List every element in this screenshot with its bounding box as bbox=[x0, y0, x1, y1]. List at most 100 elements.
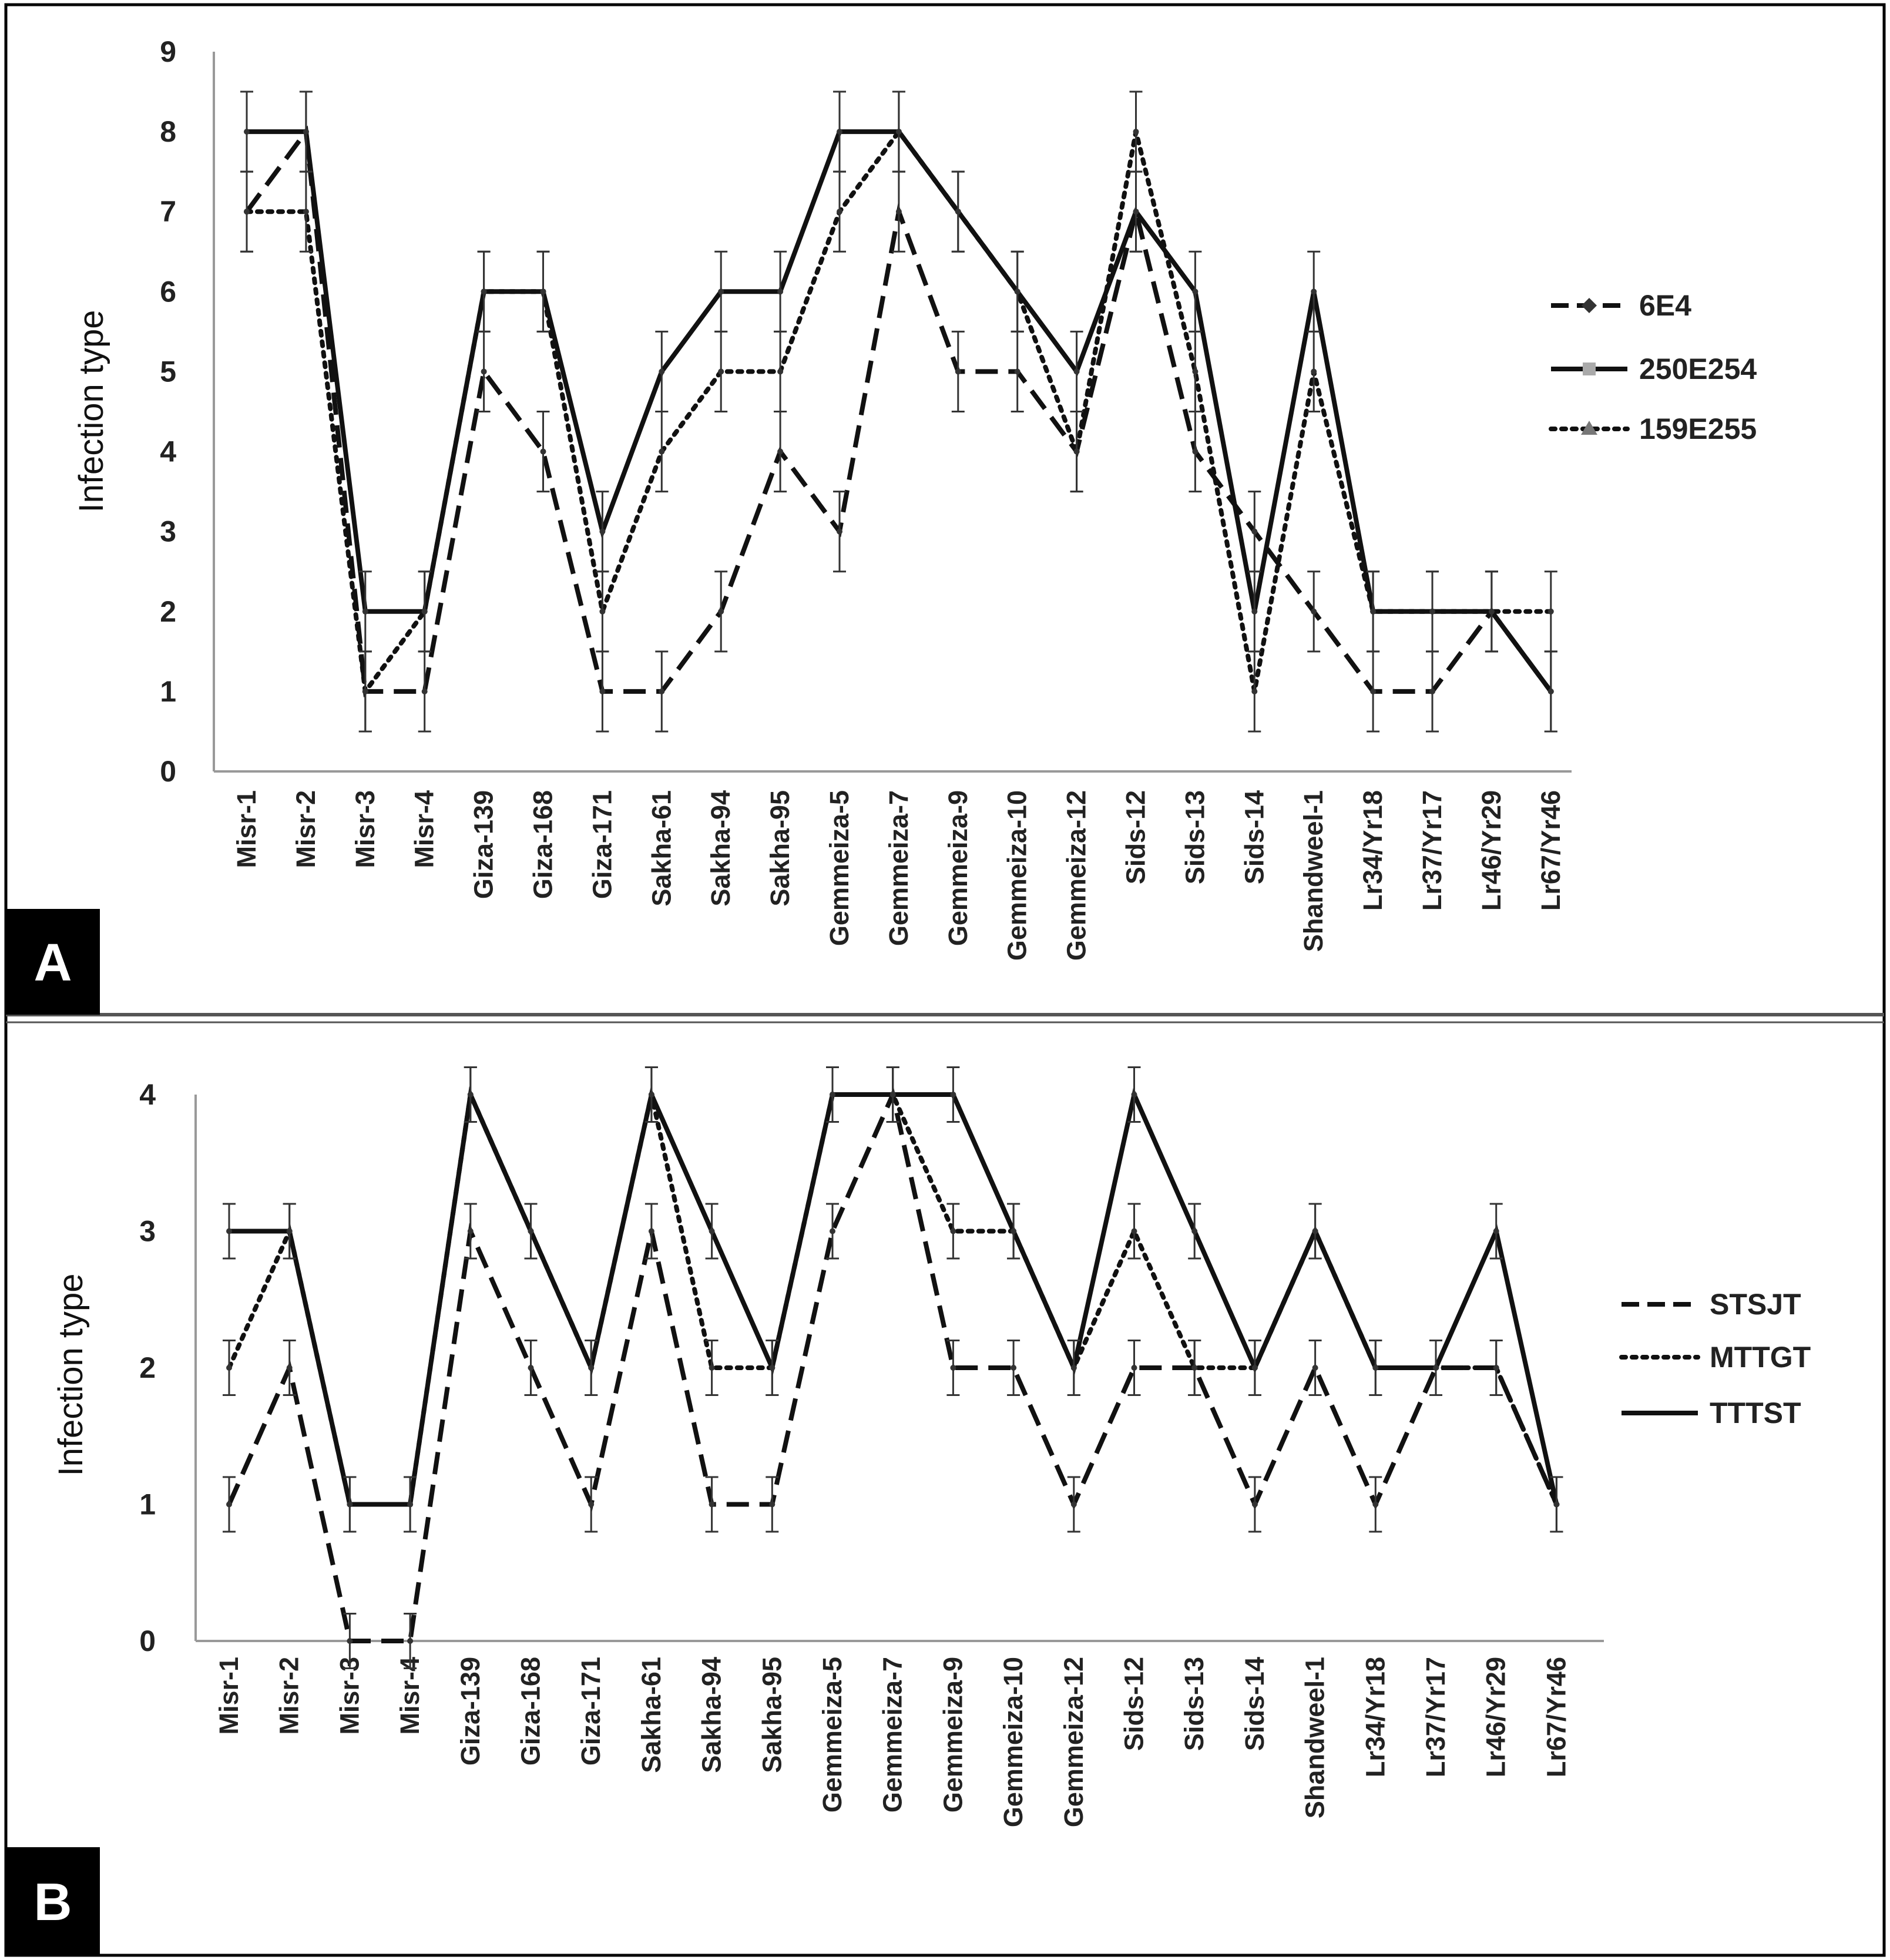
data-point bbox=[226, 1228, 232, 1234]
data-point bbox=[1493, 1228, 1499, 1234]
data-point bbox=[599, 528, 606, 535]
x-tick-label: Lr34/Yr18 bbox=[1360, 1657, 1390, 1777]
data-point bbox=[777, 288, 784, 295]
data-point bbox=[1370, 688, 1377, 694]
data-point bbox=[1372, 1365, 1379, 1371]
x-tick-label: Sakha-95 bbox=[765, 790, 795, 907]
x-tick-label: Gemmeiza-7 bbox=[884, 790, 914, 946]
data-point bbox=[1251, 528, 1258, 535]
data-point bbox=[955, 368, 961, 375]
x-tick-label: Shandweel-1 bbox=[1298, 790, 1328, 952]
data-point bbox=[955, 209, 961, 215]
y-tick-label: 2 bbox=[160, 595, 176, 628]
data-point bbox=[1192, 288, 1199, 295]
data-point bbox=[718, 608, 724, 615]
x-tick-label: Lr34/Yr18 bbox=[1358, 790, 1388, 911]
data-point bbox=[1073, 368, 1080, 375]
y-tick-label: 6 bbox=[160, 275, 176, 308]
x-tick-label: Gemmeiza-10 bbox=[998, 1657, 1028, 1827]
data-point bbox=[286, 1365, 293, 1371]
panel-label-badge bbox=[6, 909, 100, 1015]
data-point bbox=[347, 1501, 353, 1508]
panel-a-chart: 0 1 2 3 4 5 6 7 8 9 Infection type Misr-1 Misr-2 Misr… bbox=[6, 35, 1757, 1015]
x-tick-label: Lr67/Yr46 bbox=[1541, 1657, 1571, 1777]
x-tick-label: Sids-13 bbox=[1179, 1657, 1209, 1751]
data-point bbox=[1070, 1501, 1077, 1508]
data-point bbox=[1312, 1365, 1318, 1371]
x-tick-label: Sakha-61 bbox=[636, 1657, 666, 1773]
y-tick-label: 3 bbox=[139, 1215, 156, 1248]
data-point bbox=[1547, 688, 1554, 694]
data-point bbox=[648, 1228, 654, 1234]
y-tick-label: 4 bbox=[160, 435, 176, 468]
data-point bbox=[286, 1228, 293, 1234]
x-tick-label: Sakha-94 bbox=[706, 790, 736, 907]
data-point bbox=[659, 448, 665, 455]
panel-label: A bbox=[34, 934, 72, 992]
data-point bbox=[1312, 1228, 1318, 1234]
data-point bbox=[830, 1092, 835, 1098]
data-point bbox=[528, 1365, 534, 1371]
data-point bbox=[1251, 1365, 1258, 1371]
legend-label: TTTST bbox=[1710, 1397, 1801, 1429]
data-point bbox=[1553, 1501, 1560, 1508]
data-point bbox=[1251, 608, 1258, 615]
data-point bbox=[659, 368, 665, 375]
data-point bbox=[1070, 1365, 1077, 1371]
x-tick-label: Sakha-94 bbox=[697, 1657, 727, 1773]
data-point bbox=[588, 1501, 595, 1508]
data-point bbox=[709, 1365, 715, 1371]
data-point bbox=[1372, 1501, 1379, 1508]
x-tick-label: Misr-1 bbox=[214, 1657, 244, 1735]
data-point bbox=[1014, 288, 1020, 295]
data-point bbox=[895, 129, 902, 135]
panel-label: B bbox=[34, 1873, 72, 1932]
data-point bbox=[1131, 1092, 1137, 1098]
legend-label: STSJT bbox=[1710, 1288, 1801, 1321]
data-point bbox=[481, 288, 487, 295]
data-point bbox=[1192, 448, 1199, 455]
y-axis-title: Infection type bbox=[72, 310, 110, 513]
data-point bbox=[362, 688, 368, 694]
x-tick-label: Sids-14 bbox=[1240, 1657, 1270, 1751]
y-tick-label: 5 bbox=[160, 355, 176, 388]
y-tick-label: 0 bbox=[160, 755, 176, 788]
data-point bbox=[889, 1092, 896, 1098]
data-point bbox=[588, 1365, 595, 1371]
data-point bbox=[1547, 608, 1554, 615]
data-point bbox=[467, 1092, 474, 1098]
legend-label: 159E255 bbox=[1639, 412, 1757, 445]
data-point bbox=[837, 528, 842, 535]
data-point bbox=[1251, 1501, 1258, 1508]
x-tick-label: Misr-4 bbox=[409, 790, 439, 868]
x-tick-label: Lr37/Yr17 bbox=[1417, 790, 1447, 911]
data-point bbox=[244, 129, 250, 135]
data-point bbox=[226, 1501, 232, 1508]
x-tick-label: Gemmeiza-7 bbox=[878, 1657, 908, 1813]
x-tick-label: Gemmeiza-5 bbox=[817, 1657, 847, 1813]
x-tick-label: Giza-139 bbox=[455, 1657, 485, 1766]
data-point bbox=[1011, 1365, 1017, 1371]
data-point bbox=[895, 209, 902, 215]
y-tick-label: 8 bbox=[160, 115, 176, 148]
data-point bbox=[1191, 1228, 1198, 1234]
data-point bbox=[1493, 1365, 1499, 1371]
data-point bbox=[1014, 368, 1020, 375]
data-point bbox=[1191, 1365, 1198, 1371]
data-point bbox=[837, 209, 842, 215]
data-point bbox=[709, 1228, 715, 1234]
triangle-marker-icon bbox=[1581, 421, 1597, 435]
data-point bbox=[837, 129, 842, 135]
x-tick-label: Sakha-61 bbox=[646, 790, 676, 907]
data-point bbox=[1433, 1365, 1439, 1371]
data-point bbox=[599, 608, 606, 615]
y-tick-label: 1 bbox=[139, 1488, 156, 1521]
data-point bbox=[1251, 688, 1258, 694]
data-point bbox=[540, 448, 546, 455]
data-point bbox=[407, 1638, 414, 1644]
data-point bbox=[718, 368, 724, 375]
data-point bbox=[1131, 1228, 1137, 1234]
data-point bbox=[648, 1092, 654, 1098]
data-point bbox=[950, 1365, 956, 1371]
data-point bbox=[1192, 368, 1199, 375]
